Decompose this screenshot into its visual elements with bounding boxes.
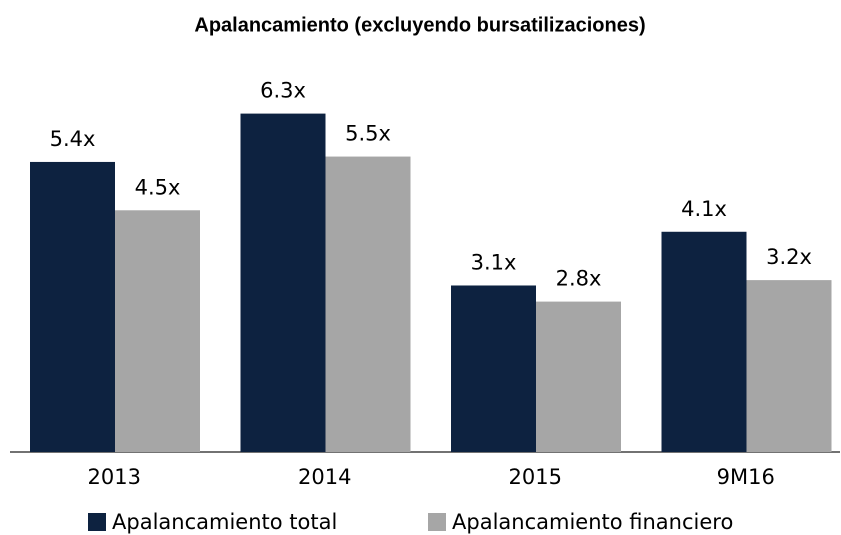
bar — [661, 231, 747, 452]
x-tick-label: 9M16 — [717, 465, 775, 489]
data-label: 3.2x — [766, 245, 812, 269]
data-label: 6.3x — [260, 79, 306, 103]
x-tick-label: 2014 — [298, 465, 351, 489]
x-tick-label: 2013 — [88, 465, 141, 489]
legend-swatch — [428, 513, 446, 531]
data-label: 5.5x — [345, 122, 391, 146]
bar — [746, 280, 832, 452]
bar — [451, 285, 536, 452]
bar — [115, 210, 200, 452]
legend-label: Apalancamiento total — [112, 510, 337, 534]
data-label: 5.4x — [50, 127, 96, 151]
chart-title: Apalancamiento (excluyendo bursatilizaci… — [194, 14, 645, 36]
data-label: 4.5x — [135, 175, 181, 199]
legend-label: Apalancamiento financiero — [452, 510, 733, 534]
bar — [240, 113, 326, 452]
bar — [325, 156, 411, 453]
data-label: 4.1x — [681, 197, 727, 221]
bar — [30, 161, 115, 452]
x-tick-label: 2015 — [509, 465, 562, 489]
data-label: 3.1x — [471, 250, 517, 274]
legend-swatch — [88, 513, 106, 531]
bar — [536, 301, 621, 452]
data-label: 2.8x — [556, 267, 602, 291]
